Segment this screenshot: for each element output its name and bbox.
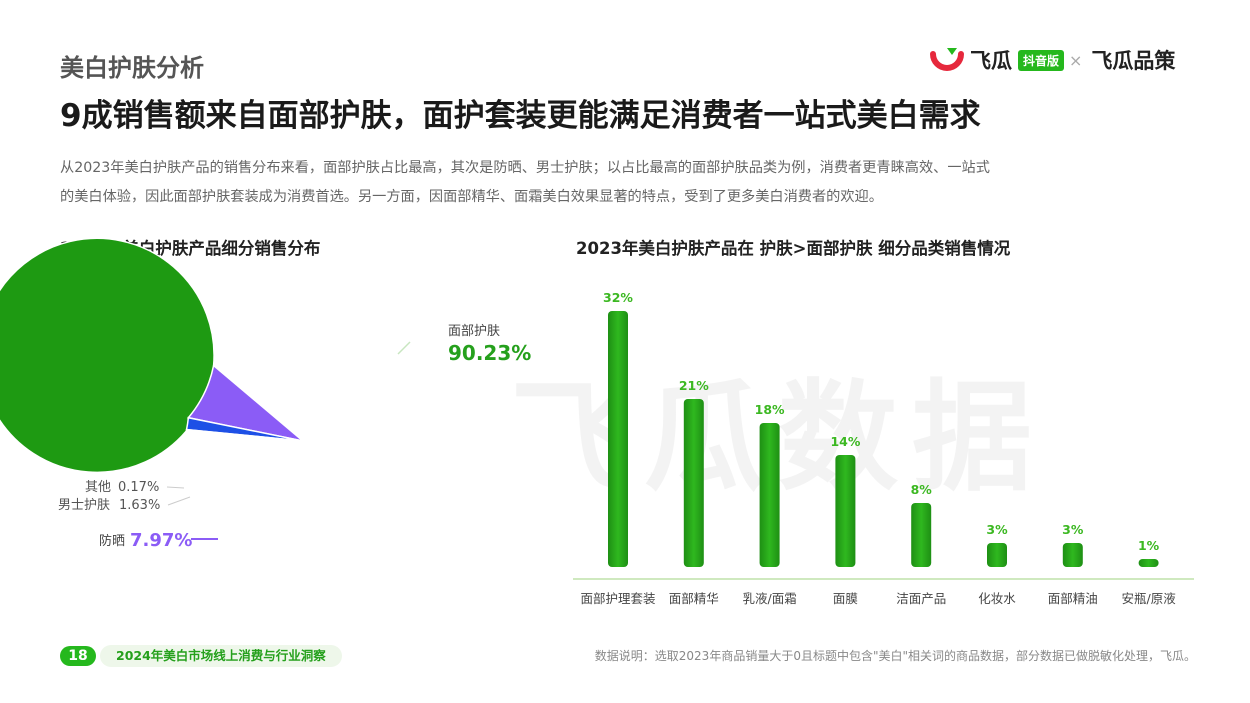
pie-label-name-2: 男士护肤 [58,498,110,513]
bar-value-label-3: 14% [830,434,860,449]
description-line-2: 的美白体验，因此面部护肤套装成为消费首选。另一方面，因面部精华、面霜美白效果显著… [60,189,883,205]
bar-category-label-7: 安瓶/原液 [1121,591,1176,606]
bar-category-label-4: 洁面产品 [896,591,946,606]
bar-value-label-5: 3% [986,522,1008,537]
bar-value-label-4: 8% [911,482,933,497]
bar-value-label-1: 21% [679,378,709,393]
bar-5 [987,543,1007,567]
bar-chart-title: 2023年美白护肤产品在 护肤>面部护肤 细分品类销售情况 [576,239,1011,258]
bar-7 [1138,559,1159,567]
page-description: 从2023年美白护肤产品的销售分布来看，面部护肤占比最高，其次是防晒、男士护肤；… [60,154,1195,212]
section-title: 美白护肤分析 [60,54,204,82]
pie-leader-line-2 [167,496,191,506]
bar-4 [911,503,932,567]
bar-category-label-5: 化妆水 [978,591,1016,606]
bar-value-label-0: 32% [603,290,633,305]
bar-2 [759,423,780,567]
bar-1 [683,399,704,567]
bar-value-label-6: 3% [1062,522,1084,537]
report-title: 2024年美白市场线上消费与行业洞察 [100,645,342,667]
page-headline: 9成销售额来自面部护肤，面护套装更能满足消费者一站式美白需求 [60,98,981,134]
pie-label-name-0: 面部护肤 [448,324,500,339]
data-note: 数据说明：选取2023年商品销量大于0且标题中包含"美白"相关词的商品数据，部分… [594,649,1196,663]
pie-slice-3 [185,428,304,442]
bar-6 [1062,543,1083,567]
pie-label-value-0: 90.23% [448,341,531,365]
bar-category-label-3: 面膜 [833,591,858,606]
brand-logo: 飞瓜 抖音版 × 飞瓜品策 [928,44,1175,76]
pie-label-name-1: 防晒 [99,533,125,549]
logo-partner-text: 飞瓜品策 [1091,49,1176,73]
bar-0 [608,311,628,567]
page-number: 18 [60,646,96,666]
bar-category-label-1: 面部精华 [669,591,719,606]
logo-separator: × [1069,50,1083,70]
bar-category-label-2: 乳液/面霜 [742,591,796,606]
pie-leader-line-0 [397,341,411,355]
logo-brand-text: 飞瓜 [970,49,1012,73]
logo-badge: 抖音版 [1018,49,1065,71]
pie-label-name-3: 其他 [85,480,111,495]
bar-category-label-6: 面部精油 [1048,591,1098,606]
bar-value-label-7: 1% [1138,538,1160,553]
feigua-logo-icon [930,48,964,71]
pie-label-value-3: 0.17% [118,480,159,495]
bar-3 [835,455,856,567]
pie-leader-line-3 [166,486,185,489]
bar-value-label-2: 18% [755,402,785,417]
description-line-1: 从2023年美白护肤产品的销售分布来看，面部护肤占比最高，其次是防晒、男士护肤；… [60,160,990,176]
pie-label-value-2: 1.63% [119,498,160,513]
bar-category-label-0: 面部护理套装 [580,591,655,606]
pie-label-value-1: 7.97% [130,530,192,551]
